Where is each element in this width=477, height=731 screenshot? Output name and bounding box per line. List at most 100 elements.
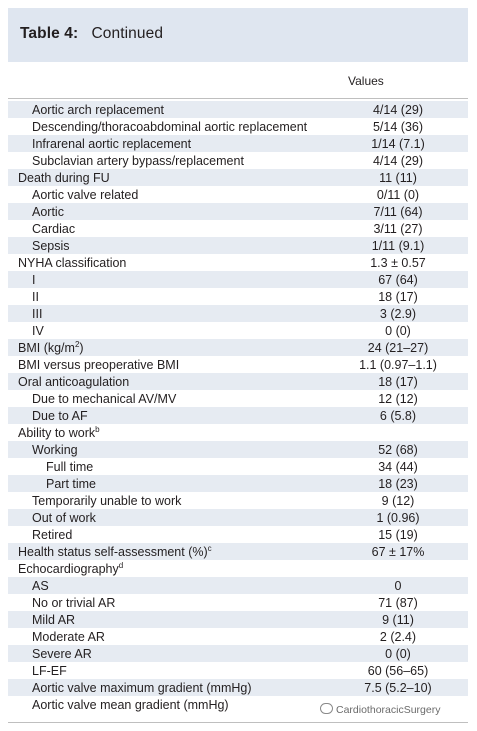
table-row: Mild AR 9 (11) (8, 611, 468, 628)
row-value: 1/14 (7.1) (371, 136, 425, 151)
table-row: Part time 18 (23) (8, 475, 468, 492)
table-row: Aortic 7/11 (64) (8, 203, 468, 220)
row-value: 9 (11) (382, 612, 414, 627)
watermark: CardiothoracicSurgery (318, 703, 443, 716)
footnote-marker: 2 (74, 339, 80, 349)
table-title-bar: Table 4: Continued (8, 8, 468, 62)
row-label: Due to mechanical AV/MV (32, 392, 176, 406)
row-label-text: Aortic valve mean gradient (mmHg) (32, 697, 229, 712)
footnote-marker: c (207, 543, 212, 553)
row-label-text: Aortic valve maximum gradient (mmHg) (32, 680, 252, 695)
row-label: Mild AR (32, 613, 75, 627)
row-label-text: No or trivial AR (32, 595, 116, 610)
row-value: 1.1 (0.97–1.1) (359, 357, 437, 372)
values-column-header: Values (348, 74, 384, 88)
row-label-text: Due to mechanical AV/MV (32, 391, 177, 406)
row-value: 7.5 (5.2–10) (364, 680, 432, 695)
table-row: Death during FU 11 (11) (8, 169, 468, 186)
row-label-text: Aortic valve related (32, 187, 139, 202)
row-label-text: NYHA classification (18, 255, 127, 270)
table-row: Due to mechanical AV/MV 12 (12) (8, 390, 468, 407)
row-label-text: Descending/thoracoabdominal aortic repla… (32, 119, 308, 134)
table-row: Retired 15 (19) (8, 526, 468, 543)
table-row: Temporarily unable to work 9 (12) (8, 492, 468, 509)
row-label: Echocardiographyd (18, 560, 124, 576)
row-label-text: Aortic arch replacement (32, 102, 165, 117)
row-value: 67 ± 17% (371, 544, 425, 559)
row-value: 12 (12) (378, 391, 418, 406)
row-value: 9 (12) (381, 493, 415, 508)
table-title-text: Continued (91, 25, 164, 42)
row-value: 67 (64) (378, 272, 418, 287)
row-label: BMI versus preoperative BMI (18, 358, 179, 372)
table-row: BMI (kg/m2) 24 (21–27) (8, 339, 468, 356)
row-value: 0/11 (0) (376, 187, 420, 202)
row-label-text: IV (32, 323, 44, 338)
table-row: Ability to workb (8, 424, 468, 441)
row-label: AS (32, 579, 49, 593)
table-row: Aortic valve related 0/11 (0) (8, 186, 468, 203)
row-label-text: Part time (46, 476, 97, 491)
row-label-text: BMI (kg/m (18, 340, 75, 355)
row-label-text: Out of work (32, 510, 96, 525)
row-value: 5/14 (36) (372, 119, 424, 134)
table-row: Echocardiographyd (8, 560, 468, 577)
row-value: 52 (68) (378, 442, 418, 457)
row-label: Ability to workb (18, 425, 100, 440)
row-label: Retired (32, 528, 72, 542)
table-row: III 3 (2.9) (8, 305, 468, 322)
table-row: Descending/thoracoabdominal aortic repla… (8, 118, 468, 135)
row-value: 3 (2.9) (379, 306, 417, 321)
row-label-text: Due to AF (32, 408, 88, 423)
table-row: Aortic arch replacement 4/14 (29) (8, 101, 468, 118)
row-label: Working (32, 443, 78, 457)
row-value: 0 (0) (385, 323, 411, 338)
row-value: 1 (0.96) (376, 510, 420, 525)
table-row: AS 0 (8, 577, 468, 594)
row-label: BMI (kg/m2) (18, 339, 84, 355)
row-label-text: AS (32, 578, 49, 593)
table-row: No or trivial AR 71 (87) (8, 594, 468, 611)
table-row: Health status self-assessment (%)c 67 ± 1… (8, 543, 468, 560)
row-label: Aortic valve maximum gradient (mmHg) (32, 681, 252, 695)
row-value: 11 (11) (379, 170, 417, 185)
table-row: Subclavian artery bypass/replacement 4/14… (8, 152, 468, 169)
row-label: Aortic arch replacement (32, 103, 164, 117)
row-label: LF-EF (32, 664, 67, 678)
row-label: Part time (46, 477, 96, 491)
row-label: IV (32, 324, 44, 338)
row-label-text: Sepsis (32, 238, 70, 253)
row-label: III (32, 307, 42, 321)
row-value: 34 (44) (378, 459, 418, 474)
row-value: 4/14 (29) (372, 102, 424, 117)
row-label: Full time (46, 460, 93, 474)
row-label: Aortic (32, 205, 64, 219)
row-label-text: Full time (46, 459, 94, 474)
row-label-text: Temporarily unable to work (32, 493, 182, 508)
row-label: Health status self-assessment (%)c (18, 543, 212, 559)
row-label-text: Working (32, 442, 78, 457)
row-value: 71 (87) (378, 595, 418, 610)
row-label-text: LF-EF (32, 663, 67, 678)
row-value: 18 (23) (378, 476, 418, 491)
row-value: 0 (0) (385, 646, 411, 661)
row-label-suffix: ) (79, 340, 84, 355)
row-label: Subclavian artery bypass/replacement (32, 154, 244, 168)
row-label: II (32, 290, 39, 304)
table-row: Moderate AR 2 (2.4) (8, 628, 468, 645)
table-row: Working 52 (68) (8, 441, 468, 458)
row-label: Aortic valve mean gradient (mmHg) (32, 698, 229, 712)
row-value: 7/11 (64) (373, 204, 423, 219)
row-label: Aortic valve related (32, 188, 138, 202)
row-label-text: Moderate AR (32, 629, 105, 644)
row-label-text: Ability to work (18, 425, 96, 440)
row-label: Out of work (32, 511, 96, 525)
footnote-marker: d (118, 560, 124, 570)
row-label: Descending/thoracoabdominal aortic repla… (32, 120, 307, 134)
data-table: Aortic arch replacement 4/14 (29) Descendi… (8, 101, 468, 713)
header-divider (8, 98, 468, 99)
row-value: 18 (17) (378, 374, 418, 389)
table-row: Out of work 1 (0.96) (8, 509, 468, 526)
table-row: I 67 (64) (8, 271, 468, 288)
row-label: No or trivial AR (32, 596, 115, 610)
